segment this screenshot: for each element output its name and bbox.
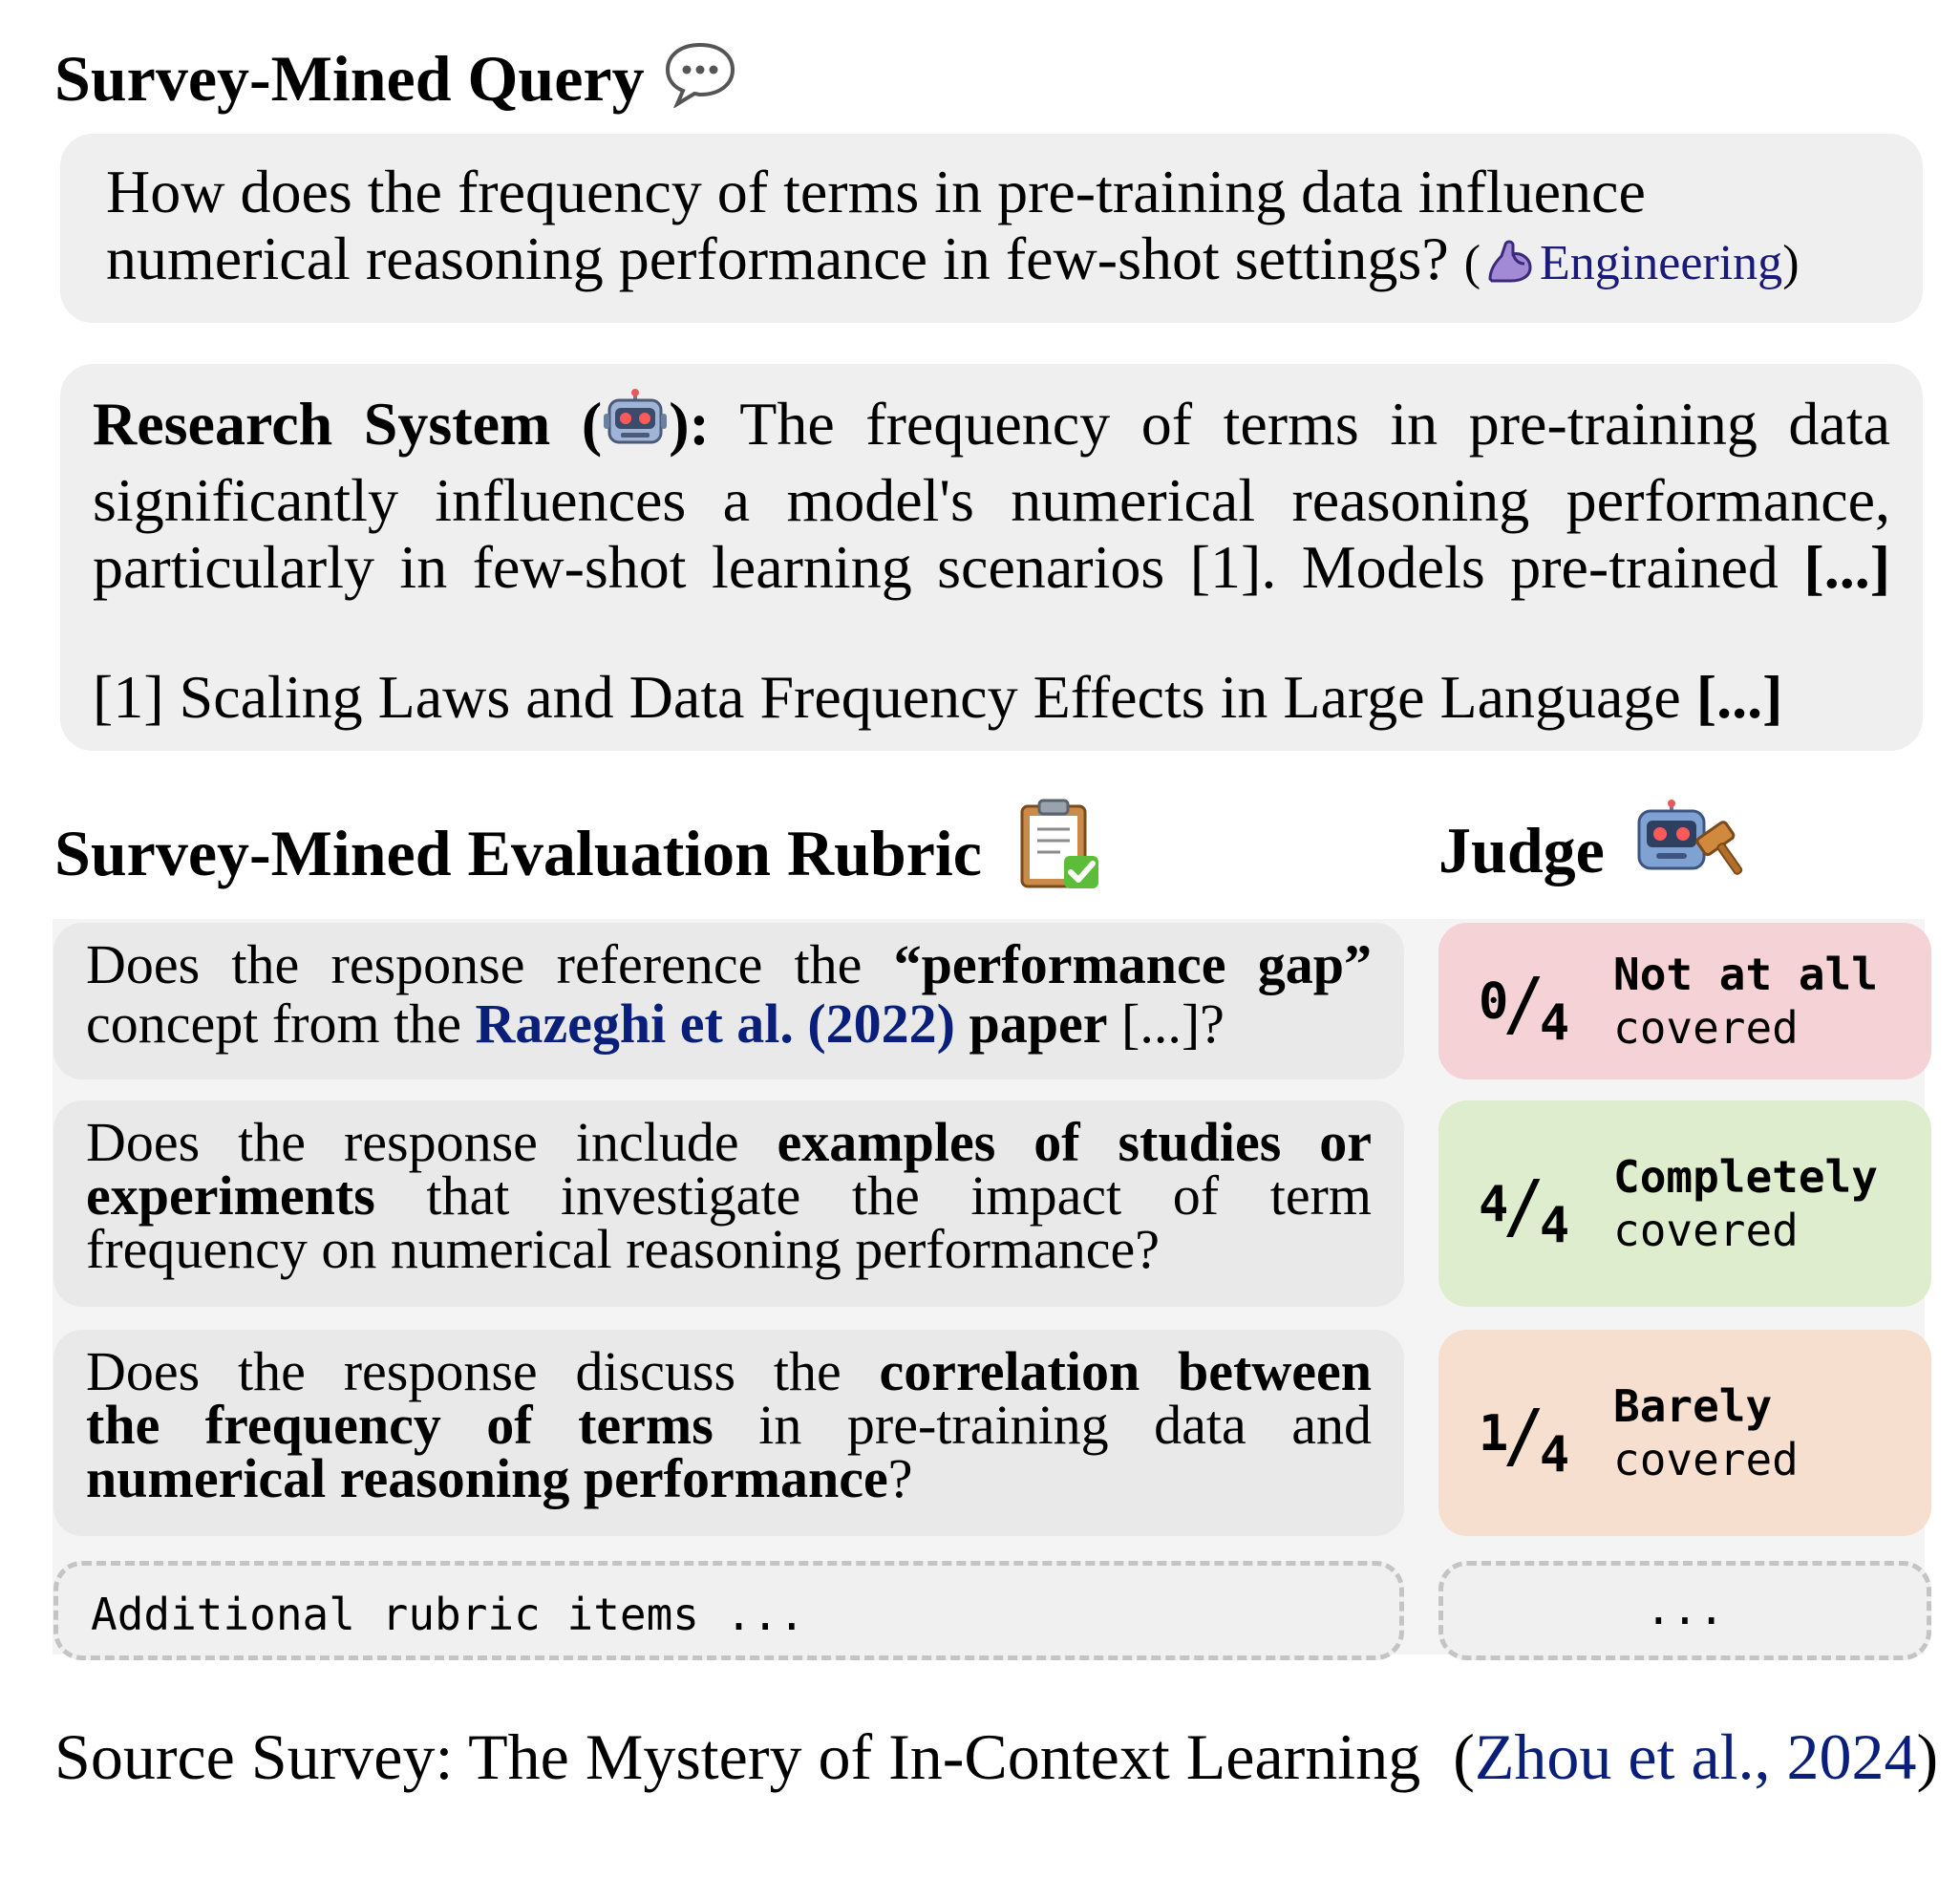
domain-tag: ( Engineering) [1464, 236, 1800, 290]
domain-label: Engineering [1540, 236, 1783, 290]
judge-verdict-1: 0/4 Not at all covered [1438, 923, 1931, 1079]
verdict-label: Not at all covered [1613, 949, 1878, 1054]
rubric-item-2-line-2: experiments that investigate the impact … [86, 1164, 1372, 1227]
query-section-title: Survey-Mined Query [54, 42, 738, 118]
robot-icon [602, 389, 669, 467]
response-ellipsis: [...] [1803, 533, 1891, 601]
rubric-section-title: Survey-Mined Evaluation Rubric [54, 799, 1106, 903]
verdict-score: 0/4 [1479, 963, 1570, 1052]
query-title-text: Survey-Mined Query [54, 42, 645, 115]
rubric-item-1: Does the response reference the “perform… [53, 923, 1404, 1079]
source-survey: Source Survey: The Mystery of In-Context… [54, 1720, 1939, 1793]
judge-verdict-3: 1/4 Barely covered [1438, 1330, 1931, 1536]
query-line-2: numerical reasoning performance in few-s… [106, 225, 1877, 303]
domain-open: ( [1463, 236, 1481, 290]
judge-section-title: Judge [1438, 799, 1748, 896]
judge-title-text: Judge [1438, 814, 1605, 886]
query-box: How does the frequency of terms in pre-t… [60, 134, 1923, 323]
flexed-arm-icon [1484, 236, 1536, 303]
response-label: Research System ( [93, 390, 603, 458]
speech-bubble-icon [662, 39, 738, 118]
query-line-2-text: numerical reasoning performance in few-s… [106, 224, 1449, 292]
rubric-item-3-line-1: Does the response discuss the correlatio… [86, 1340, 1372, 1402]
rubric-item-2-line-3: frequency on numerical reasoning perform… [86, 1218, 1161, 1280]
verdict-label: Barely covered [1613, 1380, 1799, 1485]
clipboard-check-icon [1014, 797, 1106, 903]
rubric-citation: Razeghi et al. (2022) [475, 993, 955, 1055]
rubric-item-1-line-1: Does the response reference the “perform… [86, 933, 1372, 995]
judge-verdict-2: 4/4 Completely covered [1438, 1100, 1931, 1307]
rubric-item-2: Does the response include examples of st… [53, 1100, 1404, 1307]
rubric-item-3-line-3: numerical reasoning performance? [86, 1447, 913, 1509]
verdict-label: Completely covered [1613, 1151, 1878, 1256]
rubric-item-1-line-2: concept from the Razeghi et al. (2022) p… [86, 993, 1225, 1055]
response-line-3: particularly in few-shot learning scenar… [93, 534, 1890, 601]
additional-rubric-items: Additional rubric items ... [53, 1561, 1404, 1660]
rubric-title-text: Survey-Mined Evaluation Rubric [54, 817, 982, 890]
reference-text: [1] Scaling Laws and Data Frequency Effe… [93, 663, 1681, 731]
domain-close: ) [1782, 236, 1800, 290]
robot-gavel-icon [1633, 799, 1748, 896]
rubric-item-3: Does the response discuss the correlatio… [53, 1330, 1404, 1536]
rubric-item-2-line-1: Does the response include examples of st… [86, 1111, 1372, 1173]
response-box: Research System ( ): The frequency of te… [60, 364, 1923, 751]
response-reference: [1] Scaling Laws and Data Frequency Effe… [93, 664, 1890, 731]
additional-judge-items: ... [1438, 1561, 1931, 1660]
response-text-3: particularly in few-shot learning scenar… [93, 533, 1779, 601]
rubric-item-3-line-2: the frequency of terms in pre-training d… [86, 1394, 1373, 1456]
verdict-score: 1/4 [1479, 1395, 1570, 1484]
query-line-1: How does the frequency of terms in pre-t… [106, 158, 1646, 225]
reference-ellipsis: [...] [1695, 663, 1783, 731]
response-line-2: significantly influences a model's numer… [93, 466, 1890, 534]
response-text-1: The frequency of terms in pre-training d… [739, 390, 1891, 458]
source-citation: Zhou et al., 2024 [1474, 1720, 1917, 1793]
response-label-close: ): [669, 390, 710, 458]
response-line-1: Research System ( ): The frequency of te… [93, 389, 1890, 467]
verdict-score: 4/4 [1479, 1165, 1570, 1254]
